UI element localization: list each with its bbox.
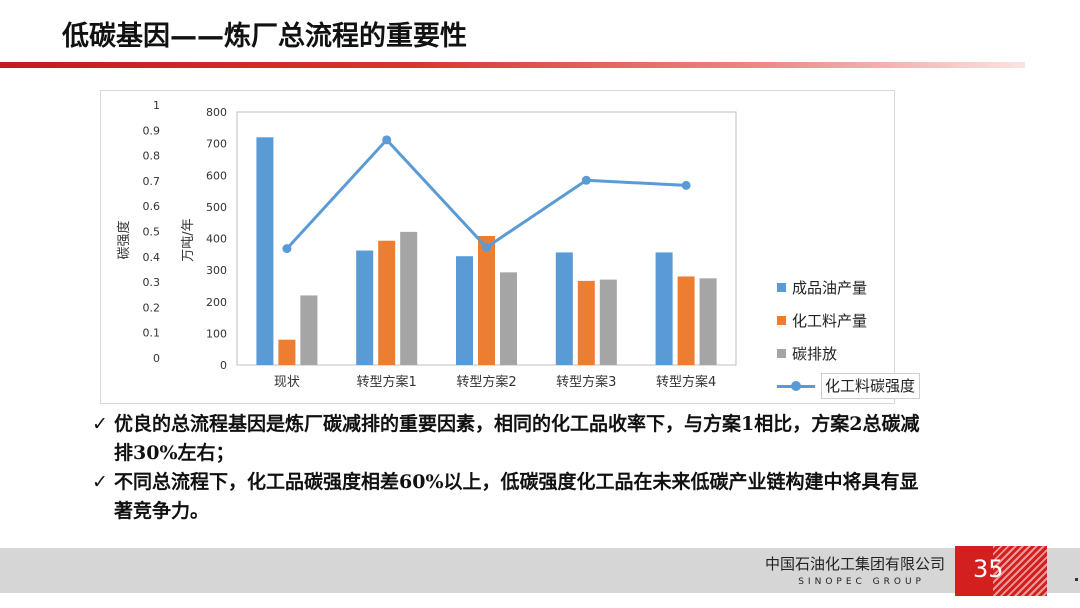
bar: [478, 236, 495, 365]
legend-item-carbon: 碳排放: [777, 343, 837, 364]
legend-swatch-chem: [777, 316, 786, 325]
bar: [700, 278, 717, 365]
volume-tick-label: 0: [220, 359, 227, 372]
volume-tick-label: 500: [206, 201, 227, 214]
bar: [500, 272, 517, 365]
bullet-list: ✓ 优良的总流程基因是炼厂碳减排的重要因素，相同的化工品收率下，与方案1相比，方…: [92, 410, 932, 526]
category-label: 转型方案2: [456, 374, 516, 390]
check-icon: ✓: [92, 468, 108, 497]
left-tick-label: 0.3: [143, 276, 161, 289]
left-tick-label: 0.2: [143, 301, 161, 314]
legend-line-intensity: [777, 385, 815, 388]
bar: [278, 340, 295, 365]
legend-item-oil: 成品油产量: [777, 277, 867, 298]
slide-title: 低碳基因——炼厂总流程的重要性: [62, 14, 467, 53]
volume-tick-label: 600: [206, 169, 227, 182]
legend-label-oil: 成品油产量: [792, 277, 867, 298]
legend-item-intensity: 化工料碳强度: [777, 373, 920, 399]
legend-label-chem: 化工料产量: [792, 310, 867, 331]
left-axis-title: 碳强度: [116, 220, 132, 259]
bullet-item: ✓ 不同总流程下，化工品碳强度相差60%以上，低碳强度化工品在未来低碳产业链构建…: [92, 468, 932, 526]
volume-tick-label: 800: [206, 106, 227, 119]
legend-swatch-oil: [777, 283, 786, 292]
volume-tick-label: 100: [206, 327, 227, 340]
legend-label-intensity: 化工料碳强度: [821, 373, 920, 399]
intensity-point: [382, 135, 391, 144]
page-number-box: 35: [955, 546, 1047, 596]
intensity-line: [287, 140, 686, 249]
volume-axis-title: 万吨/年: [181, 218, 196, 261]
footer-group: SINOPEC GROUP: [798, 577, 925, 587]
bar: [678, 276, 695, 365]
bar: [256, 137, 273, 365]
bar: [400, 232, 417, 365]
intensity-point: [282, 244, 291, 253]
legend-swatch-carbon: [777, 349, 786, 358]
volume-tick-label: 700: [206, 138, 227, 151]
category-label: 转型方案4: [656, 374, 716, 390]
left-tick-label: 0.7: [143, 175, 161, 188]
left-tick-label: 0.9: [143, 124, 161, 137]
bullet-text: 不同总流程下，化工品碳强度相差60%以上，低碳强度化工品在未来低碳产业链构建中将…: [114, 471, 919, 522]
bar: [456, 256, 473, 365]
legend-label-carbon: 碳排放: [792, 343, 837, 364]
check-icon: ✓: [92, 410, 108, 439]
legend-item-chem: 化工料产量: [777, 310, 867, 331]
bullet-text: 优良的总流程基因是炼厂碳减排的重要因素，相同的化工品收率下，与方案1相比，方案2…: [114, 413, 919, 464]
volume-tick-label: 200: [206, 296, 227, 309]
category-label: 转型方案3: [556, 374, 616, 390]
chart: 0 0.1 0.2 0.3 0.4 0.5 0.6 0.7 0.8 0.9 1 0 100 200 300 4…: [100, 90, 893, 402]
bullet-item: ✓ 优良的总流程基因是炼厂碳减排的重要因素，相同的化工品收率下，与方案1相比，方…: [92, 410, 932, 468]
volume-tick-label: 300: [206, 264, 227, 277]
bar: [656, 252, 673, 365]
left-tick-label: 0.1: [143, 327, 161, 340]
category-label: 转型方案1: [357, 374, 417, 390]
left-tick-label: 0.5: [143, 226, 161, 239]
intensity-point: [682, 181, 691, 190]
corner-dot: [1075, 578, 1078, 581]
bar: [378, 241, 395, 365]
volume-tick-label: 400: [206, 233, 227, 246]
bar: [556, 252, 573, 365]
category-label: 现状: [274, 375, 300, 390]
intensity-point: [582, 176, 591, 185]
left-tick-label: 0.8: [143, 150, 161, 163]
left-tick-label: 1: [153, 99, 160, 112]
bar: [600, 280, 617, 365]
title-rule: [0, 62, 1025, 68]
left-tick-label: 0.6: [143, 200, 161, 213]
left-tick-label: 0: [153, 352, 160, 365]
bar: [578, 281, 595, 365]
bar: [356, 251, 373, 365]
bar: [300, 295, 317, 365]
footer-company: 中国石油化工集团有限公司: [765, 553, 945, 574]
page-number: 35: [973, 555, 1004, 583]
left-tick-label: 0.4: [143, 251, 161, 264]
intensity-point: [482, 243, 491, 252]
